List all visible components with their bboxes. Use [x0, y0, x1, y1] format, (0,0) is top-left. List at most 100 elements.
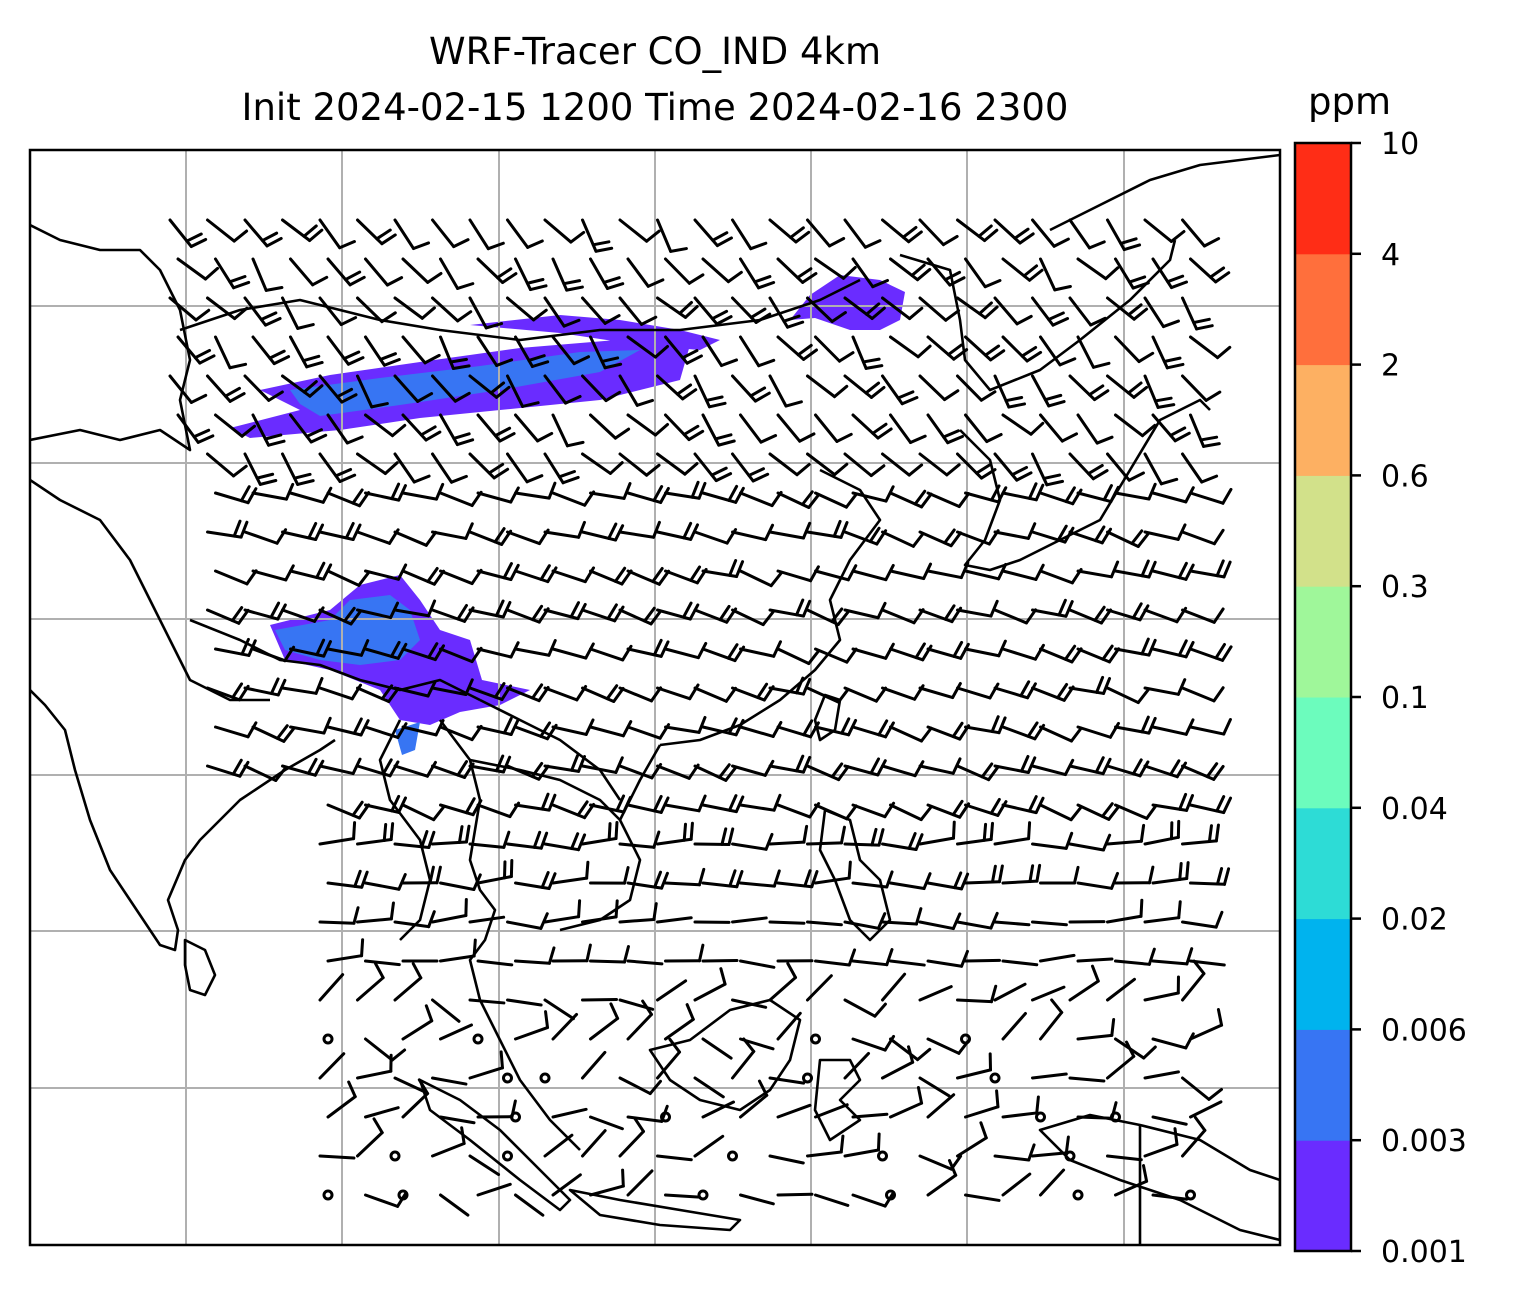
- wind-barb-flag: [796, 343, 813, 357]
- wind-barb-flag: [697, 715, 707, 734]
- wind-barb-flag: [720, 358, 739, 368]
- wind-barb-shaft: [956, 920, 993, 930]
- wind-barb-shaft: [776, 1011, 802, 1041]
- wind-barb-flag: [525, 278, 545, 285]
- wind-barb-flag: [603, 362, 623, 370]
- wind-barb-flag: [1020, 345, 1038, 358]
- wind-barb-shaft: [1039, 413, 1064, 443]
- wind-barb-shaft: [843, 998, 877, 1018]
- wind-barb-shaft: [551, 1173, 582, 1197]
- wind-barb-shaft: [243, 530, 279, 545]
- wind-barb-flag: [946, 343, 963, 357]
- wind-barb-flag: [607, 822, 612, 842]
- wind-barb-flag: [717, 763, 731, 779]
- wind-barb-flag: [653, 423, 669, 437]
- wind-barb-flag: [340, 393, 358, 404]
- wind-barb-shaft: [168, 374, 193, 404]
- wind-barb-flag: [352, 821, 357, 841]
- wind-barb-flag: [231, 758, 243, 776]
- wind-barb-flag: [983, 279, 1002, 289]
- wind-barb-shaft: [881, 374, 904, 406]
- wind-barb-shaft: [476, 875, 513, 885]
- wind-barb-flag: [1178, 861, 1183, 881]
- wind-barb-shaft: [1106, 1054, 1136, 1080]
- wind-barb-shaft: [814, 876, 851, 885]
- wind-barb-shaft: [543, 452, 565, 485]
- wind-barb-shaft: [956, 374, 983, 402]
- wind-barb-shaft: [814, 803, 849, 821]
- wind-barb-flag: [228, 362, 248, 370]
- wind-barb-flag: [724, 686, 738, 703]
- wind-barb-shaft: [468, 1066, 504, 1080]
- wind-barb-shaft: [993, 1154, 1031, 1162]
- wind-barb-flag: [1177, 900, 1182, 920]
- wind-barb-flag: [979, 468, 997, 480]
- wind-barb-flag: [614, 899, 619, 919]
- wind-barb-shaft: [214, 725, 250, 739]
- wind-barb-shaft: [964, 569, 1001, 581]
- wind-barb-flag: [1184, 1032, 1195, 1050]
- wind-barb-shaft: [1076, 413, 1099, 445]
- colorbar-unit-label: ppm: [1308, 80, 1392, 123]
- wind-barb-flag: [1145, 803, 1158, 820]
- wind-barb-flag: [742, 1037, 756, 1053]
- wind-barb-flag: [532, 830, 542, 849]
- wind-barb-flag: [715, 315, 733, 326]
- wind-barb-shaft: [439, 954, 476, 963]
- colorbar-tick-label: 4: [1381, 238, 1400, 273]
- wind-barb-shaft: [318, 1154, 356, 1160]
- wind-barb-flag: [344, 521, 355, 540]
- wind-barb-flag: [1221, 645, 1233, 662]
- wind-barb-flag: [1119, 237, 1138, 245]
- wind-barb-flag: [313, 759, 325, 777]
- wind-barb-flag: [1091, 469, 1109, 481]
- wind-barb-flag: [913, 489, 927, 506]
- wind-barb-flag: [435, 865, 442, 885]
- wind-barb-flag: [411, 962, 423, 980]
- wind-barb-flag: [1147, 716, 1157, 735]
- wind-barb-shaft: [514, 1026, 550, 1041]
- wind-barb-shaft: [393, 920, 431, 929]
- wind-barb-shaft: [251, 335, 276, 366]
- calm-wind-circle: [1072, 1189, 1084, 1201]
- wind-barb-flag: [868, 526, 881, 544]
- wind-barb-shaft: [918, 296, 948, 322]
- wind-barb-shaft: [1001, 569, 1038, 581]
- wind-barb-flag: [185, 232, 203, 243]
- wind-barb-shaft: [693, 842, 731, 847]
- wind-barb-flag: [196, 434, 215, 444]
- wind-barb-flag: [795, 598, 805, 617]
- wind-barb-shaft: [506, 452, 529, 484]
- wind-barb-flag: [269, 601, 281, 619]
- wind-barb-flag: [802, 348, 818, 361]
- wind-barb-flag: [922, 872, 932, 891]
- wind-barb-flag: [678, 301, 693, 315]
- wind-barb-flag: [1093, 605, 1106, 622]
- wind-barb-flag: [569, 601, 580, 619]
- wind-barb-shaft: [1031, 764, 1067, 777]
- wind-barb-flag: [876, 759, 887, 777]
- wind-barb-flag: [1177, 639, 1188, 657]
- wind-barb-flag: [621, 720, 633, 738]
- wind-barb-flag: [561, 475, 580, 485]
- wind-barb-flag: [501, 272, 518, 284]
- wind-barb-shaft: [993, 982, 1027, 1002]
- wind-barb-shaft: [656, 1050, 682, 1080]
- borneo: [648, 998, 802, 1112]
- wind-barb-flag: [982, 822, 988, 842]
- wind-barb-flag: [1153, 396, 1173, 403]
- wind-barb-flag: [675, 383, 693, 396]
- wind-barb-flag: [1028, 268, 1044, 282]
- wind-barb-flag: [795, 462, 811, 477]
- wind-barb-flag: [839, 1134, 845, 1154]
- wind-barb-flag: [909, 434, 927, 444]
- wind-barb-flag: [687, 429, 705, 442]
- wind-barb-flag: [1063, 644, 1077, 661]
- wind-barb-flag: [360, 938, 365, 958]
- wind-barb-flag: [263, 433, 283, 441]
- wind-barb-flag: [786, 961, 798, 980]
- wind-barb-flag: [1195, 324, 1214, 331]
- wind-barb-flag: [1057, 598, 1067, 617]
- wind-barb-shaft: [768, 374, 788, 408]
- wind-barb-shaft: [881, 296, 912, 321]
